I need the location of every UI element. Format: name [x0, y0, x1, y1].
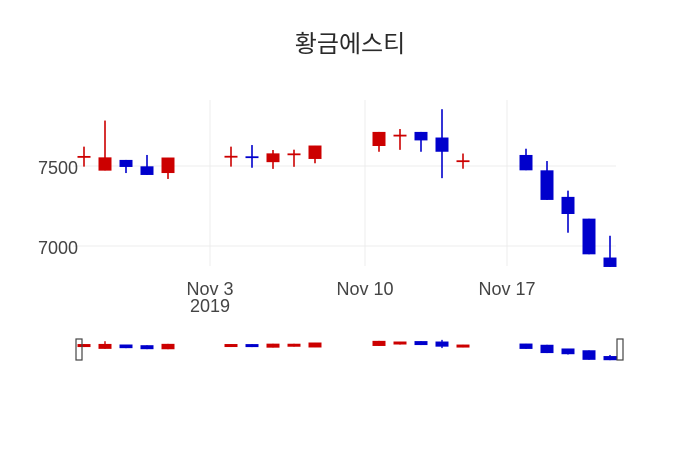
svg-text:2019: 2019: [190, 296, 230, 316]
svg-text:Nov 10: Nov 10: [336, 279, 393, 299]
svg-text:7500: 7500: [38, 158, 78, 178]
svg-text:Nov 17: Nov 17: [478, 279, 535, 299]
svg-text:7000: 7000: [38, 238, 78, 258]
